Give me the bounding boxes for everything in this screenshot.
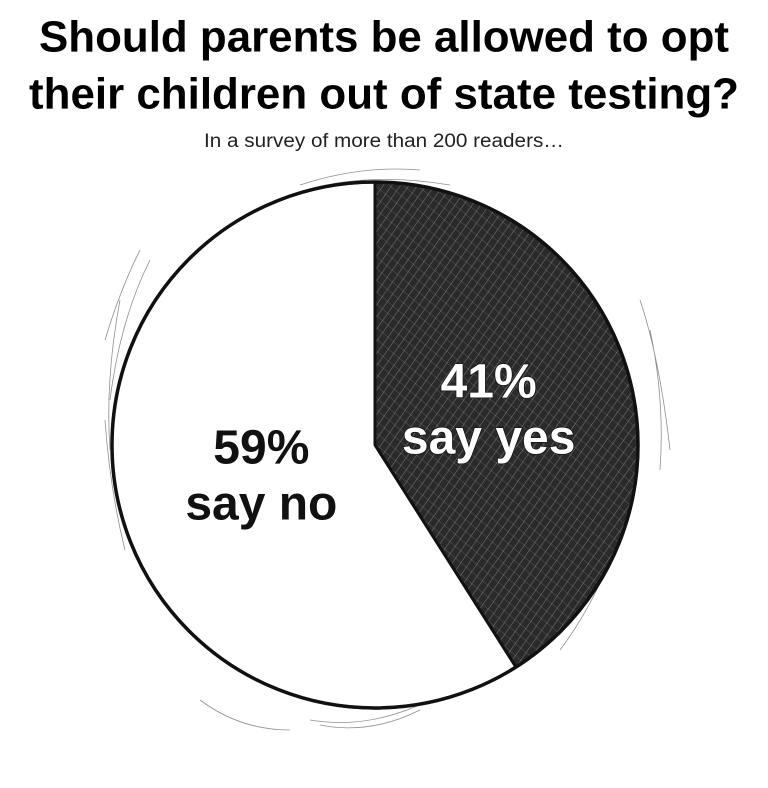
category-label: say yes bbox=[402, 412, 576, 465]
chart-title: their children out of state testing? bbox=[29, 70, 739, 119]
category-label: say no bbox=[185, 478, 337, 531]
chart-subtitle: In a survey of more than 200 readers… bbox=[204, 131, 564, 152]
value-label: 59% bbox=[213, 422, 309, 475]
pie-outline bbox=[110, 180, 640, 710]
scribble-decoration bbox=[104, 168, 671, 731]
value-label: 41% bbox=[441, 356, 537, 409]
pie: 41%say yes 59%say no bbox=[110, 180, 640, 710]
chart-title: Should parents be allowed to opt bbox=[39, 13, 729, 62]
